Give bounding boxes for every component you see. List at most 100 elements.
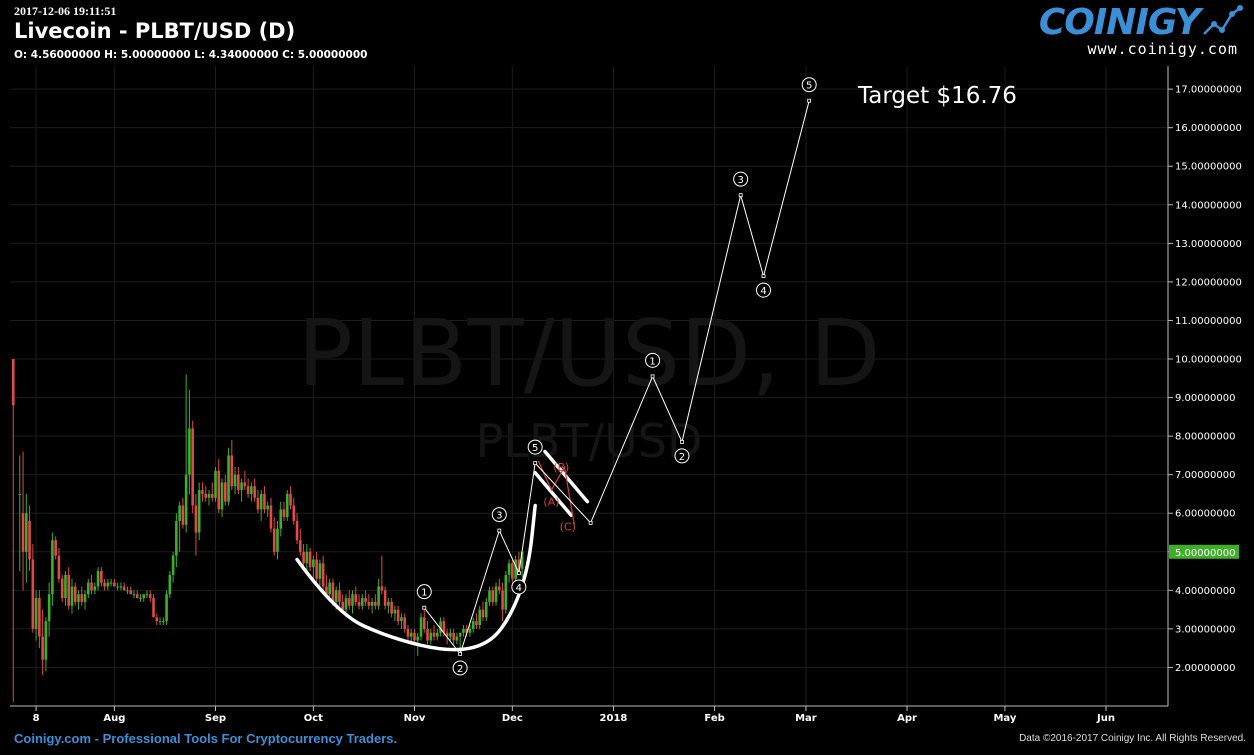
candle-body: [93, 586, 97, 591]
y-tick-label: 4.00000000: [1175, 586, 1235, 597]
candle-body: [237, 474, 240, 491]
candle-body: [204, 493, 208, 498]
ohlc-readout: O: 4.56000000 H: 5.00000000 L: 4.3400000…: [14, 49, 368, 61]
candle-body: [233, 474, 237, 487]
candle-body: [396, 609, 400, 622]
wave-label: 2: [679, 452, 685, 463]
y-tick-label: 15.00000000: [1175, 162, 1242, 173]
candle-body: [181, 505, 185, 525]
wave-label: 3: [737, 175, 743, 186]
x-tick-label: Sep: [205, 713, 226, 724]
wave-point: [588, 520, 593, 525]
candle-body: [269, 505, 273, 529]
wave-point: [458, 652, 463, 656]
wave-label-circle: [645, 352, 661, 368]
candle-body: [77, 594, 80, 602]
candle-body: [442, 621, 446, 633]
candle-body: [432, 632, 436, 637]
wave-label-circle: [674, 448, 690, 464]
candle-body: [504, 574, 508, 610]
candle-body: [122, 586, 126, 591]
candle-body: [175, 520, 178, 556]
candle-body: [70, 586, 74, 606]
candle-body: [230, 455, 234, 487]
x-tick-label: Aug: [103, 713, 125, 724]
candle-body: [478, 609, 482, 626]
candle-body: [171, 555, 175, 575]
candle-body: [11, 359, 15, 406]
y-tick-label: 16.00000000: [1175, 123, 1242, 134]
candle-body: [106, 582, 110, 587]
cup-curve: [295, 449, 590, 652]
candle-body: [458, 632, 462, 637]
candle-body: [51, 540, 54, 595]
candle-body: [517, 559, 521, 572]
candle-body: [321, 563, 325, 587]
candle-body: [497, 586, 501, 591]
candle-body: [256, 497, 260, 510]
candle-body: [227, 455, 230, 502]
wave-label: 3: [496, 511, 502, 522]
candle-body: [178, 505, 181, 521]
wave-point: [807, 98, 812, 103]
candle-body: [243, 482, 247, 487]
candle-body: [462, 628, 465, 633]
x-tick-label: Apr: [897, 713, 917, 724]
candle-body: [507, 563, 511, 575]
candle-body: [312, 559, 315, 568]
logo-chart-icon: [1203, 5, 1243, 35]
x-tick-label: May: [993, 713, 1016, 724]
candle-body: [292, 505, 296, 521]
candle-body: [520, 551, 524, 569]
candle-body: [135, 594, 139, 599]
candle-body: [132, 594, 136, 596]
price-chart[interactable]: PLBT/USD, D PLBT/USD (A) (B) (C) 1 2 3 4 5 1 2 3 4 5…: [0, 0, 1254, 725]
wave-point: [533, 461, 538, 466]
candle-body: [354, 594, 358, 602]
wave-label-circle: [416, 584, 432, 600]
candle-body: [279, 509, 283, 529]
wave-label: 1: [649, 356, 655, 367]
x-tick-label: Jun: [1096, 713, 1115, 724]
candle-body: [223, 482, 227, 502]
candle-body: [34, 598, 38, 629]
x-tick-label: 2018: [600, 713, 628, 724]
candle-body: [207, 493, 211, 498]
candle-body: [370, 601, 374, 606]
wave-point: [497, 528, 502, 533]
wave-label-circle: [452, 660, 468, 676]
candle-body: [145, 594, 149, 596]
candle-body: [400, 617, 403, 622]
candle-body: [113, 582, 116, 587]
candle-body: [217, 470, 221, 510]
candle-body: [387, 601, 390, 606]
candle-body: [449, 632, 452, 637]
candle-body: [165, 594, 168, 622]
candle-body: [305, 551, 309, 564]
candle-body: [452, 632, 455, 641]
price-badge: [1169, 544, 1239, 559]
candle-body: [139, 598, 142, 600]
correction-label: (A): [543, 496, 559, 509]
candle-body: [272, 528, 276, 552]
y-tick-label: 10.00000000: [1175, 355, 1242, 366]
candle-body: [315, 559, 318, 579]
y-tick-label: 14.00000000: [1175, 200, 1242, 211]
candle-body: [44, 621, 48, 660]
logo-url: www.coinigy.com: [1087, 40, 1238, 58]
chart-grid: [10, 66, 1168, 706]
candle-body: [57, 555, 61, 579]
candle-body: [364, 598, 367, 602]
candle-body: [96, 571, 100, 587]
candle-body: [54, 540, 57, 556]
y-tick-label: 9.00000000: [1175, 393, 1235, 404]
y-tick-label: 11.00000000: [1175, 316, 1242, 327]
y-tick-label: 17.00000000: [1175, 85, 1242, 96]
candle-body: [475, 621, 478, 626]
wave-point: [516, 571, 521, 575]
candle-body: [481, 609, 485, 618]
candle-body: [413, 632, 416, 641]
candle-body: [119, 586, 123, 588]
candle-body: [491, 590, 495, 602]
x-tick-label: Dec: [502, 713, 523, 724]
